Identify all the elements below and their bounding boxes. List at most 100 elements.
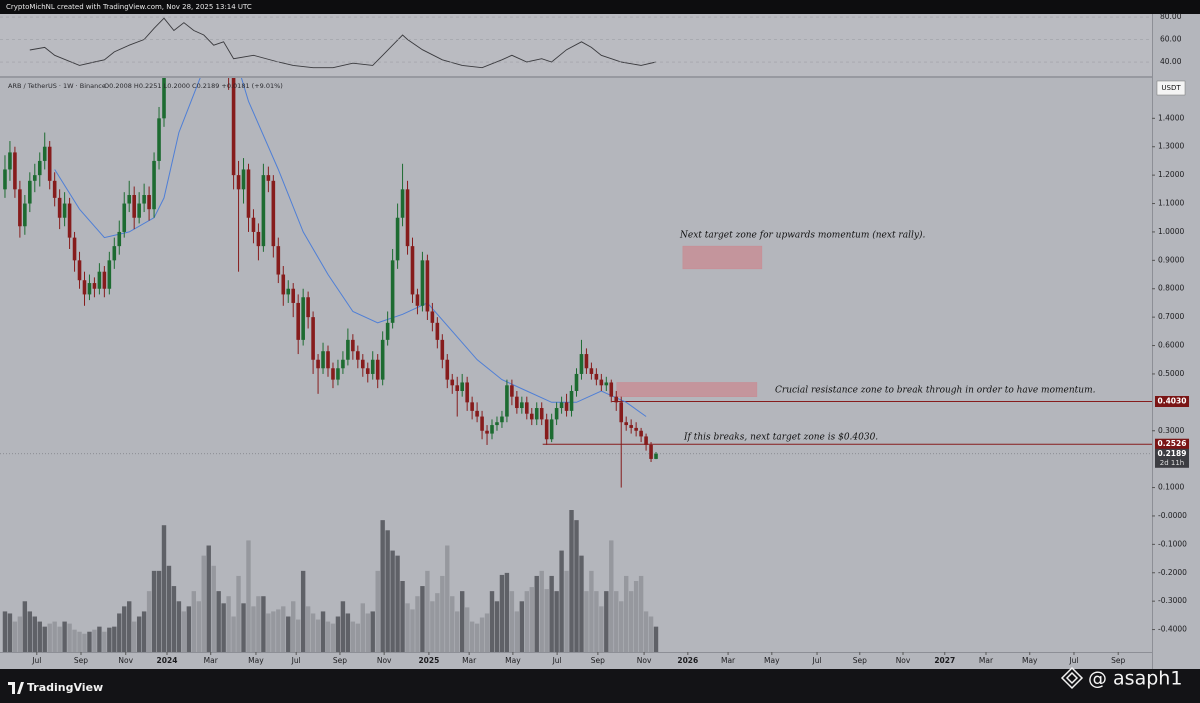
volume-bar	[12, 621, 18, 652]
annotation: Next target zone for upwards momentum (n…	[679, 230, 925, 241]
level-tag	[1155, 438, 1189, 450]
rsi-tick-label: 40.00	[1160, 57, 1182, 66]
candle-body	[291, 288, 296, 303]
candle-body	[127, 195, 132, 204]
candle-body	[326, 351, 330, 369]
volume-bar	[574, 520, 579, 652]
candle-body	[301, 297, 305, 340]
candle-body	[490, 425, 494, 434]
candle-body	[529, 413, 534, 420]
rsi-line	[29, 17, 657, 69]
candle-body	[321, 351, 325, 369]
y-tick-label: 1.2000	[1158, 170, 1184, 179]
candle-body	[624, 422, 628, 426]
x-tick-label: Sep	[333, 656, 347, 665]
candle-body	[147, 195, 151, 210]
candle-body	[306, 297, 310, 318]
candle-body	[162, 78, 166, 119]
volume-bar	[643, 611, 649, 652]
volume-bar	[455, 611, 460, 652]
volume-bar	[430, 601, 435, 652]
rsi-tick-label: 80.00	[1160, 12, 1182, 21]
volume-bar	[291, 601, 296, 652]
candle-body	[122, 203, 127, 232]
candle-body	[261, 175, 266, 247]
level-label: 0.4030	[1158, 396, 1187, 405]
x-tick-label: 2026	[677, 656, 698, 665]
top-bar	[0, 0, 1200, 14]
candle-body	[107, 260, 112, 289]
candle-body	[77, 260, 82, 281]
candle-body	[256, 231, 261, 247]
volume-bar	[380, 520, 385, 652]
volume-bar	[201, 555, 206, 652]
candle-body	[241, 169, 246, 190]
y-tick-label: -0.3000	[1158, 596, 1187, 605]
volume-bar	[22, 601, 28, 652]
volume-bar	[286, 616, 291, 652]
x-tick-label: Mar	[462, 656, 477, 665]
volume-bar	[246, 540, 251, 652]
volume-bar	[72, 629, 77, 652]
volume-bar	[425, 570, 430, 652]
x-tick-label: 2027	[934, 656, 955, 665]
volume-bar	[17, 616, 23, 652]
y-tick-label: 1.4000	[1158, 113, 1184, 122]
candle-body	[629, 425, 633, 428]
y-tick-label: 0.7000	[1158, 312, 1184, 321]
candle-body	[579, 354, 584, 374]
volume-bar	[584, 591, 589, 652]
volume-bar	[340, 601, 346, 652]
volume-bar	[131, 621, 137, 652]
watermark-icon	[1060, 666, 1084, 690]
axes: 1.4000 1.3000 1.2000 1.1000 1.0000 0.9000 0.80…	[0, 12, 1189, 665]
candle-body	[400, 189, 405, 218]
volume-bar	[117, 613, 122, 652]
volume-bar	[385, 530, 390, 652]
candle-body	[475, 410, 479, 417]
volume-bar	[62, 621, 67, 652]
candle-body	[341, 359, 345, 369]
last-price-tag	[1155, 448, 1189, 468]
volume-bar	[27, 611, 33, 652]
volume-bar	[474, 623, 480, 652]
volume-bar	[365, 613, 370, 652]
volume-bar	[231, 616, 236, 652]
volume-bar	[176, 601, 182, 652]
volume-bar	[549, 575, 554, 652]
volume-bar	[82, 633, 87, 652]
volume-bar	[370, 611, 375, 652]
volume-bar	[77, 631, 82, 652]
candle-body	[346, 339, 350, 360]
volume-bar	[648, 616, 654, 652]
candle-body	[286, 288, 291, 295]
credit: CryptoMichNL created with TradingView.co…	[6, 3, 252, 11]
candle-body	[385, 322, 390, 340]
volume-bar	[514, 611, 520, 652]
volume-bar	[524, 591, 529, 652]
candle-body	[375, 359, 380, 380]
y-tick-label: -0.2000	[1158, 568, 1187, 577]
volume-bar	[107, 627, 112, 652]
candle-body	[32, 175, 37, 181]
x-tick-label: Mar	[979, 656, 994, 665]
volume-bar	[276, 609, 281, 652]
currency-tag	[1156, 80, 1186, 96]
candle-body	[460, 382, 464, 391]
chart-background	[0, 14, 1200, 669]
candle-body	[18, 189, 22, 227]
volume-bar	[554, 591, 559, 652]
y-tick-label: 1.0000	[1158, 227, 1184, 236]
y-tick-label: 1.3000	[1158, 142, 1184, 151]
volume-bar	[415, 596, 420, 652]
volume-bar	[251, 606, 256, 652]
volume-bar	[484, 613, 490, 652]
volume-bar	[191, 591, 197, 652]
candle-body	[569, 390, 574, 411]
volume-bar	[589, 570, 594, 652]
candle-body	[604, 382, 609, 386]
x-tick-label: May	[248, 656, 264, 665]
candle-body	[500, 416, 504, 423]
x-tick-label: Nov	[896, 656, 911, 665]
candle-body	[3, 169, 7, 190]
